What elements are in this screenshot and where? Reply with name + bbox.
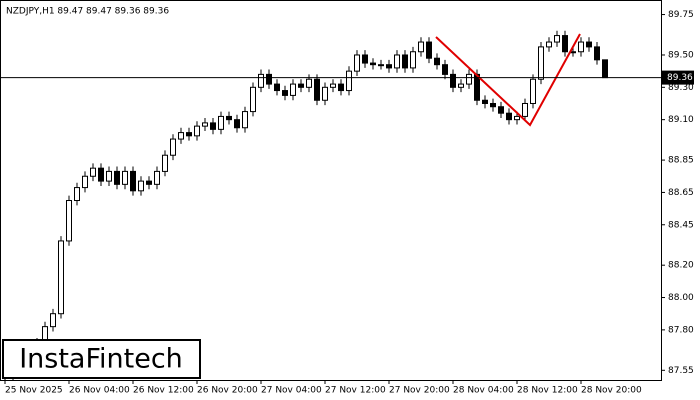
candle-body [378, 64, 384, 67]
candle-body [242, 111, 248, 129]
y-tick-label: 88.00 [668, 293, 694, 303]
candle-body [394, 54, 400, 69]
candle-body [122, 170, 128, 185]
y-tick-label: 89.30 [668, 83, 694, 93]
x-tick-label: 25 Nov 2025 [5, 386, 63, 396]
x-tick-label: 28 Nov 04:00 [453, 386, 514, 396]
x-tick-label: 27 Nov 04:00 [261, 386, 322, 396]
candle-body [530, 78, 536, 104]
plot-frame [0, 0, 662, 381]
candle-body [482, 99, 488, 104]
candle-body [346, 70, 352, 92]
pattern-line [435, 33, 581, 127]
y-tick-label: 87.55 [668, 366, 694, 376]
candle-body [594, 46, 600, 61]
x-tick-label: 26 Nov 04:00 [69, 386, 130, 396]
candle-body [306, 78, 312, 88]
candle-body [426, 41, 432, 59]
candle-body [522, 102, 528, 117]
candle-body [362, 54, 368, 64]
candle-body [330, 83, 336, 88]
candle-body [90, 167, 96, 177]
plot-area [2, 30, 608, 384]
y-tick-label: 88.65 [668, 188, 694, 198]
candle-body [114, 170, 120, 185]
candle-body [538, 46, 544, 80]
candle-body [338, 83, 344, 92]
candle-body [322, 86, 328, 101]
candle-body [586, 41, 592, 48]
candle-body [410, 51, 416, 69]
candle-body [554, 35, 560, 43]
y-tick-label: 88.85 [668, 156, 694, 166]
candle-body [82, 175, 88, 189]
candle-body [458, 83, 464, 88]
candle-body [178, 132, 184, 140]
candle-body [202, 122, 208, 127]
candle-body [106, 170, 112, 182]
logo-box [2, 339, 201, 379]
candle-body [130, 170, 136, 192]
y-tick-label: 88.45 [668, 220, 694, 230]
chart-title: NZDJPY,H1 89.47 89.47 89.36 89.36 [6, 7, 169, 17]
candle-body [370, 62, 376, 66]
candle-body [274, 83, 280, 92]
candle-body [442, 64, 448, 75]
candle-body [146, 180, 152, 185]
candle-body [218, 115, 224, 130]
candle-body [138, 180, 144, 192]
candle-body [290, 83, 296, 96]
y-tick-label: 89.10 [668, 115, 694, 125]
candle-body [282, 90, 288, 96]
candle-body [266, 73, 272, 85]
candle-body [314, 78, 320, 101]
candle-body [602, 59, 608, 79]
candle-body [434, 57, 440, 66]
candle-body [418, 41, 424, 53]
x-tick-label: 27 Nov 12:00 [325, 386, 386, 396]
candle-body [154, 170, 160, 185]
y-tick-label: 89.75 [668, 10, 694, 20]
candle-body [402, 54, 408, 69]
y-tick-label: 88.20 [668, 261, 694, 271]
candle-body [58, 240, 64, 315]
candle-body [170, 138, 176, 156]
candle-body [50, 313, 56, 328]
candle-body [578, 41, 584, 53]
candle-body [194, 125, 200, 137]
x-tick-label: 27 Nov 20:00 [389, 386, 450, 396]
candle-body [250, 86, 256, 113]
current-price-label: 89.36 [667, 73, 693, 83]
candle-body [298, 83, 304, 88]
candle-body [162, 154, 168, 172]
candle-body [546, 41, 552, 48]
candle-body [498, 106, 504, 114]
candle-body [450, 73, 456, 88]
x-tick-label: 26 Nov 20:00 [197, 386, 258, 396]
x-tick-label: 28 Nov 12:00 [517, 386, 578, 396]
candle-body [562, 35, 568, 53]
candle-body [226, 115, 232, 121]
current-price-box [662, 70, 694, 85]
y-tick-label: 89.50 [668, 50, 694, 60]
candle-body [210, 122, 216, 130]
candle-body [74, 187, 80, 202]
candle-body [386, 64, 392, 69]
candle-body [466, 73, 472, 85]
candle-body [234, 119, 240, 129]
candle-body [258, 73, 264, 88]
y-tick-label: 87.80 [668, 325, 694, 335]
logo: InstaFintech [19, 344, 183, 375]
candle-body [490, 102, 496, 108]
x-tick-label: 26 Nov 12:00 [133, 386, 194, 396]
x-tick-label: 28 Nov 20:00 [581, 386, 642, 396]
candle-body [506, 112, 512, 121]
candle-body [186, 132, 192, 137]
candle-body [98, 167, 104, 182]
candle-body [66, 200, 72, 242]
candle-body [514, 115, 520, 121]
candle-body [354, 54, 360, 72]
